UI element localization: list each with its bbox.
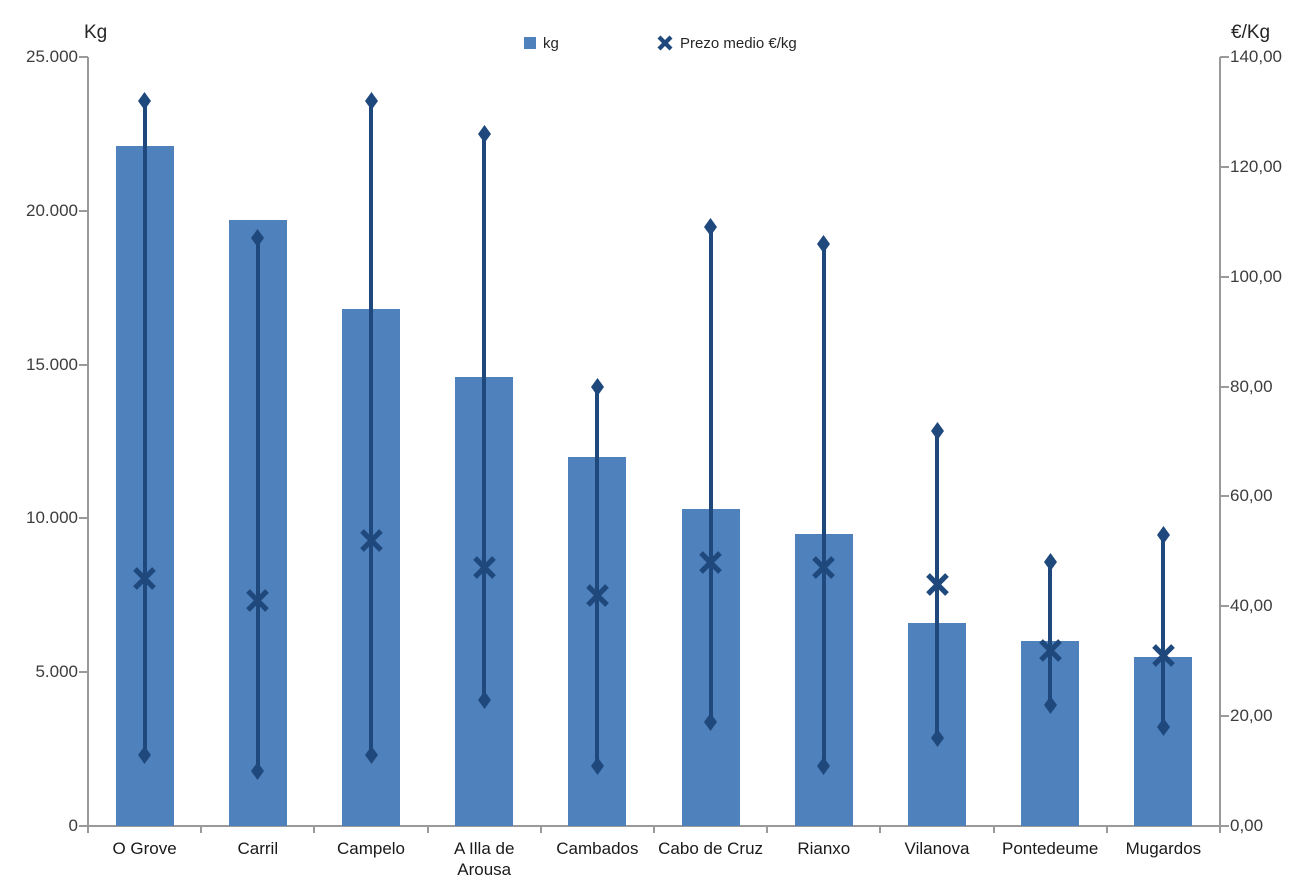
x-axis-tick: [1219, 826, 1221, 833]
price-range-line: [142, 100, 147, 755]
price-min-diamond-icon: [1156, 718, 1170, 737]
prezo-medio-x-marker-icon: [359, 529, 383, 552]
left-axis-tick: [79, 517, 88, 520]
price-max-diamond-icon: [704, 218, 718, 237]
price-min-diamond-icon: [138, 745, 152, 764]
x-axis-tick: [426, 826, 429, 833]
x-axis-tick: [539, 826, 542, 833]
right-axis-tick-label: 120,00: [1230, 156, 1282, 176]
right-axis-tick-label: 140,00: [1230, 47, 1282, 66]
prezo-medio-x-marker-icon: [699, 550, 722, 574]
price-min-diamond-icon: [817, 756, 831, 775]
x-axis-tick: [766, 826, 769, 833]
price-min-diamond-icon: [364, 745, 378, 764]
x-axis-tick: [1105, 826, 1108, 833]
left-axis-tick: [79, 209, 88, 212]
left-axis-tick: [79, 671, 88, 674]
right-axis-tick: [1220, 715, 1229, 718]
category-label: A Illa de Arousa: [453, 839, 515, 879]
price-range-line: [255, 238, 260, 772]
left-axis-tick-label: 15.000: [26, 354, 78, 374]
prezo-medio-x-marker-icon: [1038, 638, 1062, 662]
category-label: Vilanova: [904, 839, 970, 858]
category-label: Mugardos: [1125, 839, 1202, 858]
right-axis-tick: [1220, 495, 1229, 498]
price-range-line: [595, 386, 600, 766]
prezo-medio-x-marker-icon: [812, 556, 836, 580]
legend-item-prezo-medio: Prezo medio €/kg: [657, 31, 797, 55]
x-axis-tick: [879, 826, 882, 833]
left-axis-tick-label: 10.000: [26, 508, 78, 528]
category-label: Rianxo: [797, 839, 851, 858]
right-axis-title: €/Kg: [1231, 22, 1271, 43]
right-axis-tick: [1220, 385, 1229, 388]
left-axis-line: [87, 57, 89, 828]
price-range-line: [1161, 534, 1166, 728]
category-label: Cambados: [556, 839, 639, 858]
price-range-line: [708, 227, 713, 722]
price-max-diamond-icon: [1043, 553, 1057, 572]
right-axis-tick-label: 60,00: [1230, 486, 1273, 506]
right-axis-tick-label: 80,00: [1230, 376, 1273, 396]
right-axis-tick: [1220, 825, 1229, 827]
price-min-diamond-icon: [930, 729, 944, 748]
legend-label-prezo-medio: Prezo medio €/kg: [680, 34, 797, 52]
x-axis-tick: [313, 826, 316, 833]
price-max-diamond-icon: [138, 91, 152, 110]
left-axis-tick: [79, 56, 88, 58]
right-axis-tick-label: 20,00: [1230, 706, 1273, 726]
category-label: Pontedeume: [1001, 839, 1099, 858]
right-axis-tick: [1220, 165, 1229, 168]
left-axis-tick: [79, 363, 88, 366]
price-range-line: [482, 133, 487, 700]
left-axis-tick: [79, 825, 88, 827]
x-axis-tick: [200, 826, 203, 833]
right-axis-tick-label: 100,00: [1230, 266, 1282, 286]
price-min-diamond-icon: [251, 762, 265, 781]
price-min-diamond-icon: [590, 756, 604, 775]
price-min-diamond-icon: [704, 712, 718, 731]
left-axis-tick-label: 0: [68, 816, 78, 835]
prezo-medio-x-marker-icon: [925, 572, 949, 596]
kg-series-swatch-icon: [524, 37, 536, 49]
category-label: O Grove: [112, 839, 177, 858]
price-range-line: [1048, 562, 1053, 706]
prezo-medio-x-marker-icon: [472, 556, 496, 580]
category-label: Cabo de Cruz: [658, 839, 764, 858]
right-axis-tick: [1220, 56, 1229, 58]
left-axis-tick-label: 20.000: [26, 200, 78, 220]
left-axis-tick-label: 25.000: [26, 47, 78, 66]
x-axis-tick: [653, 826, 655, 833]
x-marker-icon: [657, 35, 673, 51]
prezo-medio-x-marker-icon: [246, 589, 270, 613]
price-max-diamond-icon: [477, 124, 491, 143]
right-axis-tick-label: 40,00: [1230, 596, 1273, 616]
price-min-diamond-icon: [1043, 696, 1057, 715]
category-label: Carril: [237, 839, 279, 858]
right-axis-line: [1219, 57, 1221, 828]
right-axis-tick: [1220, 275, 1229, 278]
price-range-line: [821, 243, 826, 766]
legend-label-kg: kg: [543, 34, 559, 52]
price-min-diamond-icon: [477, 690, 491, 709]
right-axis-tick: [1220, 605, 1229, 608]
prezo-medio-x-marker-icon: [1152, 644, 1175, 668]
right-axis-tick-label: 0,00: [1230, 816, 1264, 835]
category-label: Campelo: [336, 839, 406, 858]
price-max-diamond-icon: [930, 421, 944, 440]
price-max-diamond-icon: [364, 91, 378, 110]
x-axis-tick: [87, 826, 89, 833]
price-max-diamond-icon: [817, 234, 831, 253]
left-axis-tick-label: 5.000: [35, 662, 78, 682]
prezo-medio-x-marker-icon: [586, 583, 609, 607]
prezo-medio-x-marker-icon: [133, 567, 156, 591]
price-max-diamond-icon: [590, 377, 604, 396]
price-max-diamond-icon: [251, 229, 265, 248]
price-max-diamond-icon: [1156, 525, 1170, 544]
price-range-line: [369, 100, 373, 755]
legend-item-kg: kg: [524, 31, 559, 55]
left-axis-title: Kg: [84, 22, 108, 43]
x-axis-tick: [992, 826, 995, 833]
